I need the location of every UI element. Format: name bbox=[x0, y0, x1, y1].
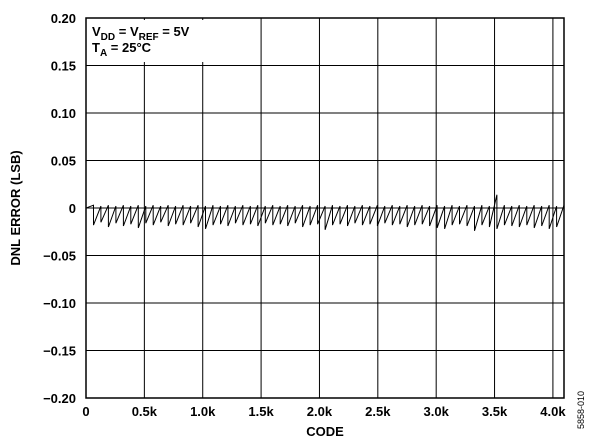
y-tick-label: −0.10 bbox=[43, 296, 76, 311]
annotation-box bbox=[88, 20, 238, 62]
x-tick-label: 3.0k bbox=[424, 404, 450, 419]
y-tick-label: 0.15 bbox=[51, 59, 76, 74]
y-tick-label: −0.05 bbox=[43, 249, 76, 264]
x-tick-label: 0 bbox=[82, 404, 89, 419]
x-tick-label: 2.5k bbox=[365, 404, 391, 419]
y-tick-label: −0.20 bbox=[43, 391, 76, 406]
x-tick-label: 3.5k bbox=[482, 404, 508, 419]
x-tick-label: 2.0k bbox=[307, 404, 333, 419]
annotation-line-2: TA = 25°C bbox=[92, 40, 152, 59]
y-axis-label: DNL ERROR (LSB) bbox=[8, 150, 23, 265]
x-tick-label: 1.5k bbox=[248, 404, 274, 419]
x-tick-label: 0.5k bbox=[132, 404, 158, 419]
y-tick-labels: 0.20 0.15 0.10 0.05 0 −0.05 −0.10 −0.15 −0.20 bbox=[43, 11, 76, 406]
figure-id: 5858-010 bbox=[576, 391, 586, 429]
x-tick-label: 1.0k bbox=[190, 404, 216, 419]
y-tick-label: 0.20 bbox=[51, 11, 76, 26]
x-tick-labels: 0 0.5k 1.0k 1.5k 2.0k 2.5k 3.0k 3.5k 4.0k bbox=[82, 404, 566, 419]
y-tick-label: −0.15 bbox=[43, 344, 76, 359]
plot-frame bbox=[85, 17, 565, 399]
x-axis-label: CODE bbox=[306, 424, 344, 439]
annotation-line-1: VDD = VREF = 5V bbox=[92, 24, 190, 43]
y-tick-label: 0 bbox=[69, 201, 76, 216]
series-line bbox=[86, 194, 564, 231]
y-tick-label: 0.10 bbox=[51, 106, 76, 121]
annotation: VDD = VREF = 5V TA = 25°C bbox=[92, 24, 190, 59]
x-tick-label: 4.0k bbox=[540, 404, 566, 419]
data-series bbox=[86, 194, 564, 231]
y-tick-label: 0.05 bbox=[51, 154, 76, 169]
